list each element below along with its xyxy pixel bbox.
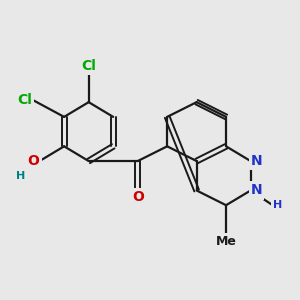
Text: Cl: Cl bbox=[81, 59, 96, 73]
Text: H: H bbox=[16, 171, 25, 181]
Text: N: N bbox=[250, 184, 262, 197]
Text: N: N bbox=[250, 154, 262, 168]
Text: O: O bbox=[28, 154, 40, 168]
Text: O: O bbox=[132, 190, 144, 205]
Text: H: H bbox=[273, 200, 282, 210]
Text: Cl: Cl bbox=[17, 93, 32, 107]
Text: Me: Me bbox=[216, 235, 236, 248]
